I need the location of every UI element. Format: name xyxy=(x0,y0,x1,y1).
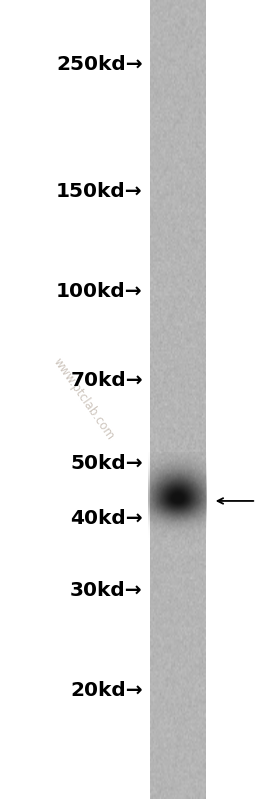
Text: 20kd→: 20kd→ xyxy=(70,681,143,700)
Text: www.ptclab.com: www.ptclab.com xyxy=(51,356,117,443)
Text: 30kd→: 30kd→ xyxy=(70,581,143,600)
Text: 40kd→: 40kd→ xyxy=(70,510,143,528)
Text: 250kd→: 250kd→ xyxy=(56,55,143,74)
Text: 150kd→: 150kd→ xyxy=(56,182,143,201)
Text: 70kd→: 70kd→ xyxy=(70,371,143,390)
Text: 50kd→: 50kd→ xyxy=(70,454,143,473)
Text: 100kd→: 100kd→ xyxy=(56,282,143,301)
